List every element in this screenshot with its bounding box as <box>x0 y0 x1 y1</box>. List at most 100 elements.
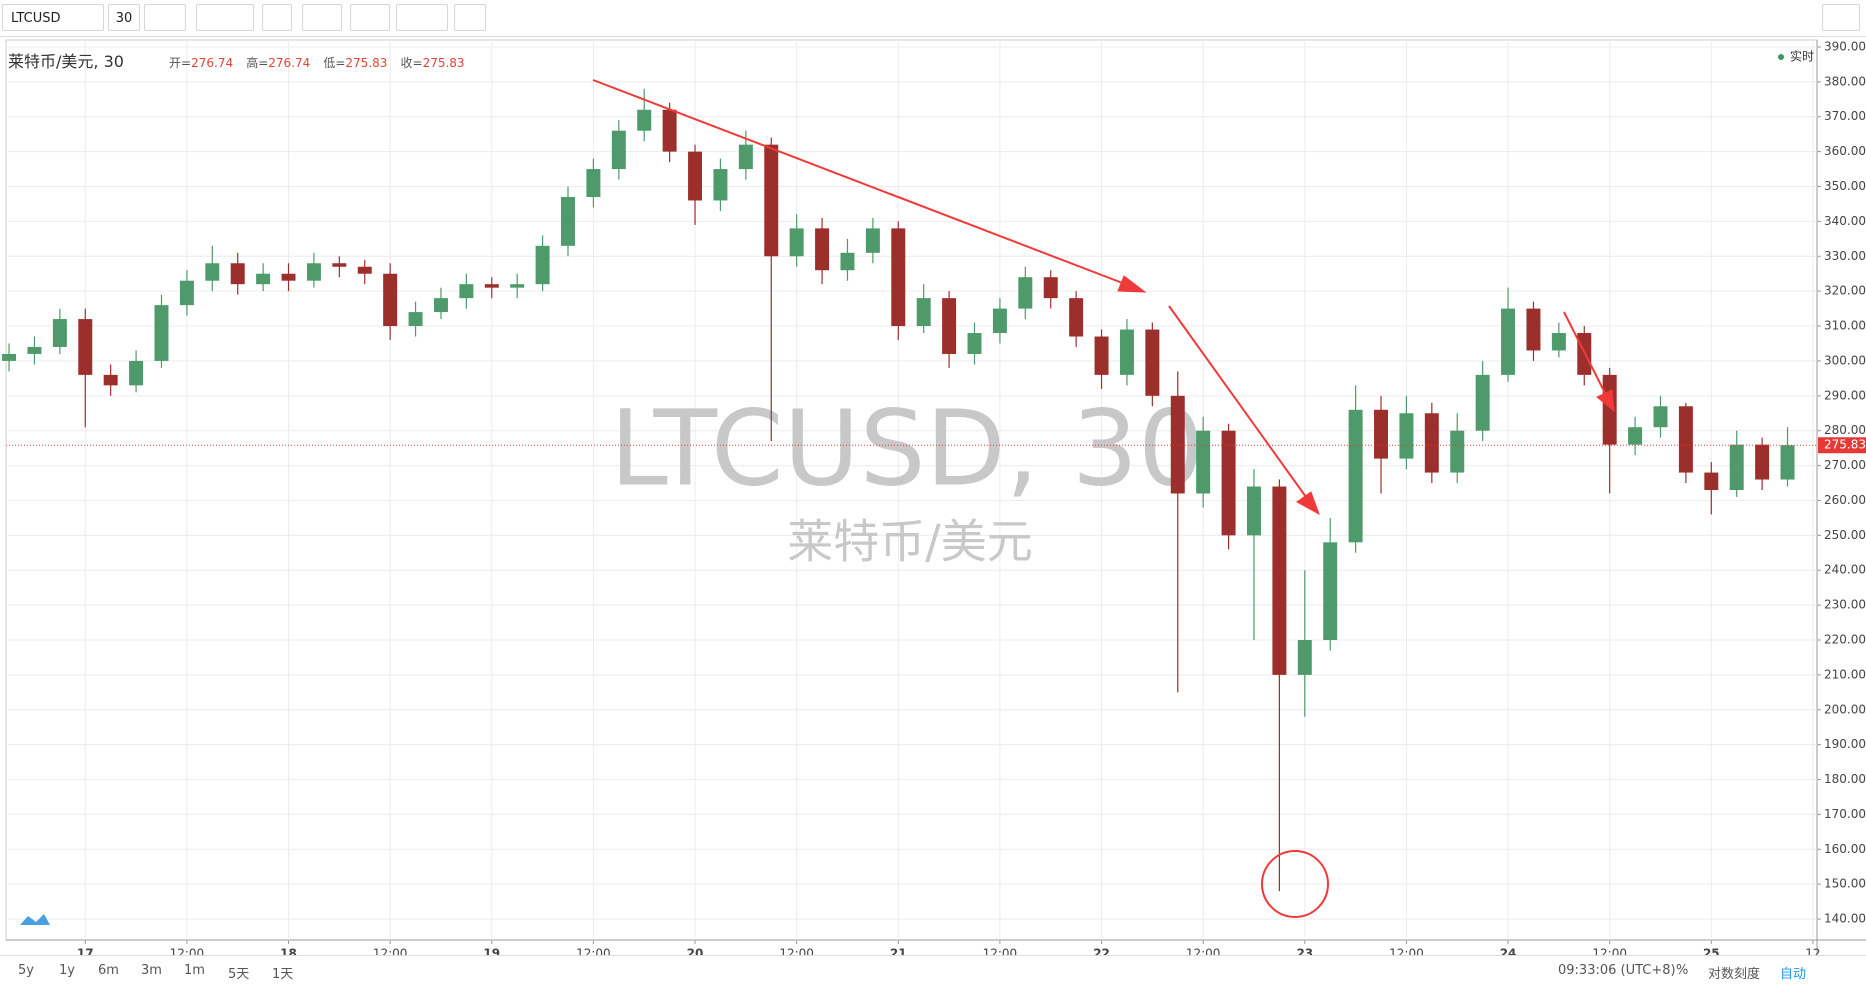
y-tick-label: 390.00 <box>1824 39 1866 53</box>
y-tick-label: 330.00 <box>1824 249 1866 263</box>
toolbar: LTCUSD 30 <box>0 0 1866 37</box>
candle-body <box>306 263 321 281</box>
menu-button[interactable] <box>144 4 186 31</box>
low-label: 低= <box>323 56 346 70</box>
candle-body <box>916 298 931 327</box>
candle-body <box>1653 406 1668 428</box>
candle-body <box>688 151 703 201</box>
candle-body <box>1196 430 1211 494</box>
y-tick-label: 310.00 <box>1824 319 1866 333</box>
candle-body <box>1628 427 1643 445</box>
arrow-line <box>592 79 1126 285</box>
y-tick-label: 370.00 <box>1824 109 1866 123</box>
last-price-box <box>1818 437 1866 454</box>
snapshot-button[interactable] <box>1822 4 1860 31</box>
candle-body <box>840 252 855 271</box>
candle-body <box>1780 445 1795 480</box>
range-button[interactable]: 1天 <box>272 967 294 982</box>
percent-toggle[interactable]: % <box>1676 963 1689 978</box>
candle-body <box>78 319 93 375</box>
y-tick-label: 320.00 <box>1824 284 1866 298</box>
y-tick-label: 350.00 <box>1824 179 1866 193</box>
candle-body <box>205 263 220 281</box>
y-tick-label: 160.00 <box>1824 842 1866 856</box>
candle-body <box>357 266 372 274</box>
low-value: 275.83 <box>345 56 388 70</box>
arrow-head <box>1117 275 1147 293</box>
clock: 09:33:06 (UTC+8) <box>1558 963 1676 978</box>
candle-body <box>942 298 957 354</box>
y-tick-label: 210.00 <box>1824 667 1866 681</box>
y-tick-label: 380.00 <box>1824 74 1866 88</box>
watermark-symbol: LTCUSD, 30 <box>610 387 1204 509</box>
candle-body <box>1170 395 1185 494</box>
compare-button[interactable] <box>350 4 390 31</box>
candle-body <box>408 312 423 327</box>
y-tick-label: 300.00 <box>1824 353 1866 367</box>
range-button[interactable]: 1y <box>59 963 75 978</box>
candle-body <box>1450 430 1465 473</box>
fullscreen-button[interactable] <box>454 4 486 31</box>
log-toggle[interactable]: 对数刻度 <box>1708 967 1761 982</box>
y-tick-label: 340.00 <box>1824 214 1866 228</box>
candle-body <box>1399 413 1414 459</box>
arrow-line <box>1168 305 1307 498</box>
y-tick-label: 170.00 <box>1824 807 1866 821</box>
candle-body <box>129 360 144 386</box>
high-label: 高= <box>246 56 269 70</box>
undo-redo-button[interactable] <box>396 4 448 31</box>
candle-body <box>256 273 271 285</box>
candle-body <box>510 284 525 288</box>
indicators-button[interactable] <box>302 4 342 31</box>
high-value: 276.74 <box>268 56 311 70</box>
candle-body <box>1119 329 1134 375</box>
candle-body <box>1323 542 1338 640</box>
candle-body <box>1551 333 1566 351</box>
candle-body <box>27 346 42 354</box>
candle-body <box>1729 444 1744 490</box>
candle-body <box>713 169 728 201</box>
candle-body <box>611 130 626 170</box>
candle-body <box>459 284 474 299</box>
range-button[interactable]: 5天 <box>228 967 250 982</box>
candle-body <box>1094 336 1109 375</box>
candle-body <box>1069 298 1084 337</box>
candle-body <box>891 228 906 327</box>
range-button[interactable]: 3m <box>141 963 162 978</box>
range-button[interactable]: 6m <box>98 963 119 978</box>
candle-body <box>1246 486 1261 536</box>
open-label: 开= <box>169 56 192 70</box>
y-tick-label: 280.00 <box>1824 423 1866 437</box>
y-tick-label: 290.00 <box>1824 388 1866 402</box>
y-tick-label: 140.00 <box>1824 912 1866 926</box>
range-button[interactable]: 5y <box>18 963 34 978</box>
interval-select[interactable]: 30 <box>108 4 140 31</box>
live-dot <box>1778 54 1784 60</box>
chart-style-button[interactable] <box>196 4 254 31</box>
auto-toggle[interactable]: 自动 <box>1780 967 1807 982</box>
candle-body <box>1221 430 1236 536</box>
y-tick-label: 360.00 <box>1824 144 1866 158</box>
last-price-label: 275.83 <box>1824 438 1866 452</box>
candle-body <box>332 263 347 267</box>
y-tick-label: 270.00 <box>1824 458 1866 472</box>
candle-body <box>764 144 779 257</box>
circle-marker <box>1261 850 1329 918</box>
candle-body <box>1272 486 1287 675</box>
candle-body <box>433 298 448 313</box>
symbol-input[interactable]: LTCUSD <box>2 4 104 31</box>
watermark-name: 莱特币/美元 <box>787 515 1033 569</box>
range-button[interactable]: 1m <box>184 963 205 978</box>
candle-body <box>154 305 169 361</box>
candle-body <box>1755 444 1770 480</box>
settings-button[interactable] <box>262 4 292 31</box>
close-label: 收= <box>400 56 423 70</box>
arrow-head <box>1596 389 1615 413</box>
candle-body <box>1043 277 1058 299</box>
candle-body <box>662 109 677 152</box>
candle-body <box>179 280 194 306</box>
bottom-bar: 5y 1y 6m 3m 1m 5天 1天 09:33:06 (UTC+8) % … <box>0 955 1866 986</box>
candle-body <box>789 228 804 257</box>
